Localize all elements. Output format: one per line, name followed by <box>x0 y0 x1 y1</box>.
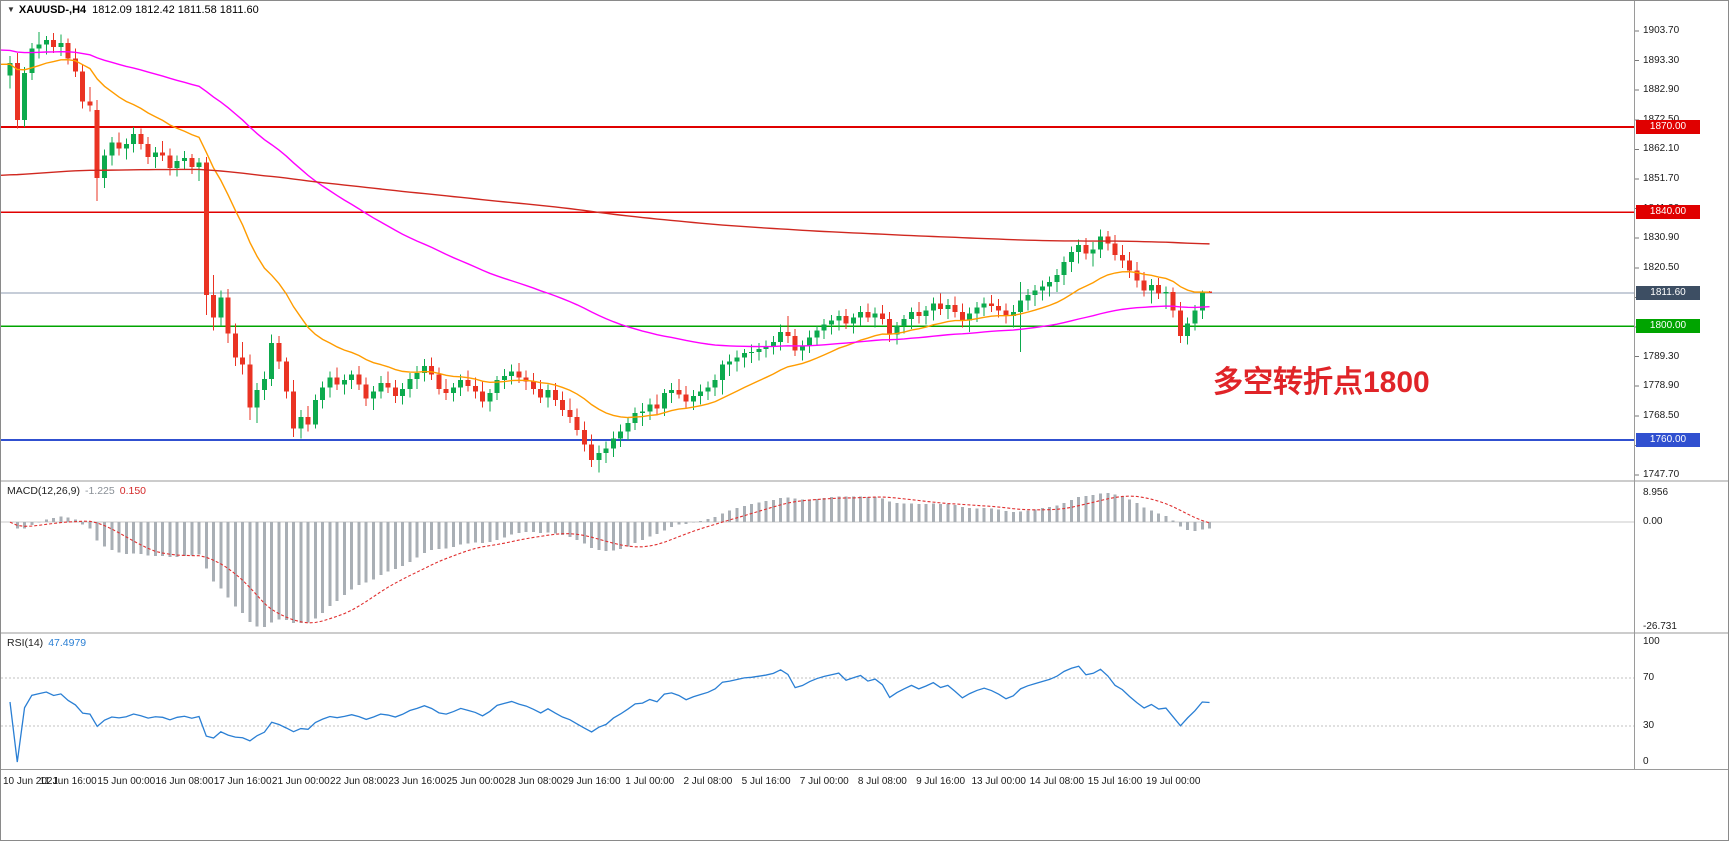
chart-symbol-period: XAUUSD-,H4 <box>18 4 87 16</box>
horizontal-level-lines[interactable] <box>1 126 1634 441</box>
rsi-scale-label: 70 <box>1643 672 1655 683</box>
price-level-tag: 1870.00 <box>1636 119 1700 134</box>
one-click-trading-icon[interactable]: ▼ <box>7 5 15 14</box>
time-axis-label: 8 Jul 08:00 <box>857 776 907 787</box>
price-tick-label: 1830.90 <box>1643 232 1680 244</box>
time-axis-label: 2 Jul 08:00 <box>683 776 733 787</box>
price-tick-label: 1882.90 <box>1643 84 1680 96</box>
chart-title: ▼ XAUUSD-,H4 1812.09 1812.42 1811.58 1811.… <box>7 4 259 16</box>
macd-name: MACD(12,26,9) <box>7 485 80 497</box>
rsi-line <box>9 665 1210 763</box>
price-tick-label: 1768.50 <box>1643 409 1680 421</box>
time-axis-label: 5 Jul 16:00 <box>741 776 791 787</box>
time-axis-label: 15 Jul 16:00 <box>1087 776 1143 787</box>
time-axis-label: 17 Jun 16:00 <box>213 776 272 787</box>
time-axis-label: 29 Jun 16:00 <box>562 776 621 787</box>
time-axis-label: 25 Jun 00:00 <box>446 776 505 787</box>
time-axis-label: 19 Jul 00:00 <box>1145 776 1201 787</box>
macd-scale-max: 8.956 <box>1643 487 1669 498</box>
panel-separators[interactable] <box>1 480 1729 634</box>
chart-ohlc-values: 1812.09 1812.42 1811.58 1811.60 <box>92 4 259 16</box>
time-axis-label: 14 Jul 08:00 <box>1029 776 1085 787</box>
rsi-scale-label: 0 <box>1643 756 1649 767</box>
time-axis-label: 10 Jun 2021 <box>3 776 59 787</box>
candles-layer <box>7 32 1213 473</box>
macd-signal-line <box>9 495 1210 624</box>
price-tick-label: 1820.50 <box>1643 261 1680 273</box>
price-level-tag: 1840.00 <box>1636 205 1700 220</box>
rsi-layer <box>1 677 1634 727</box>
ma-line-slow-red <box>1 168 1210 245</box>
time-axis[interactable]: 10 Jun 2021 11 Jun 16:00 15 Jun 00:00 16 Ju… <box>1 769 1728 840</box>
rsi-value: 47.4979 <box>48 637 87 649</box>
price-level-tag: 1811.60 <box>1636 286 1700 301</box>
macd-indicator-label: MACD(12,26,9) -1.225 0.150 <box>7 485 146 497</box>
time-axis-label: 13 Jul 00:00 <box>971 776 1026 787</box>
price-tick-label: 1862.10 <box>1643 143 1680 155</box>
price-tick-label: 1851.70 <box>1643 173 1680 184</box>
macd-scale-zero: 0.00 <box>1643 516 1663 528</box>
time-axis-label: 21 Jun 00:00 <box>271 776 330 787</box>
time-axis-label: 7 Jul 00:00 <box>799 776 849 787</box>
time-axis-label: 15 Jun 00:00 <box>97 776 156 787</box>
time-axis-label: 28 Jun 08:00 <box>504 776 563 787</box>
rsi-indicator-label: RSI(14) 47.4979 <box>7 637 86 649</box>
annotation-text[interactable]: 多空转折点1800 <box>1213 366 1430 399</box>
price-tick-label: 1778.90 <box>1643 380 1680 392</box>
time-axis-label: 22 Jun 08:00 <box>330 776 388 787</box>
rsi-scale-label: 100 <box>1643 636 1660 647</box>
time-axis-label: 1 Jul 00:00 <box>625 776 675 787</box>
ma-line-mid-magenta <box>1 49 1210 348</box>
price-level-tag: 1760.00 <box>1636 432 1700 447</box>
price-tick-label: 1872.50 <box>1643 114 1679 125</box>
macd-layer <box>1 493 1634 627</box>
rsi-name: RSI(14) <box>7 637 44 649</box>
price-tick-label: 1903.70 <box>1643 25 1680 36</box>
price-tick-label: 1747.70 <box>1643 469 1680 480</box>
ma-line-fast-orange <box>1 59 1210 419</box>
macd-scale-min: -26.731 <box>1643 621 1677 632</box>
macd-main-value: -1.225 <box>84 485 115 497</box>
price-scale[interactable]: 1903.70 1893.30 1882.90 1872.50 1862.10 1851.… <box>1634 1 1728 769</box>
time-axis-label: 9 Jul 16:00 <box>916 776 966 787</box>
time-axis-label: 16 Jun 08:00 <box>155 776 214 787</box>
price-level-tag: 1800.00 <box>1636 319 1700 334</box>
time-axis-label: 23 Jun 16:00 <box>388 776 447 787</box>
macd-signal-value: 0.150 <box>119 485 147 497</box>
price-tick-label: 1893.30 <box>1643 54 1680 66</box>
rsi-scale-label: 30 <box>1643 720 1655 731</box>
time-axis-label: 11 Jun 16:00 <box>39 776 97 787</box>
price-tick-label: 1789.30 <box>1643 350 1680 362</box>
